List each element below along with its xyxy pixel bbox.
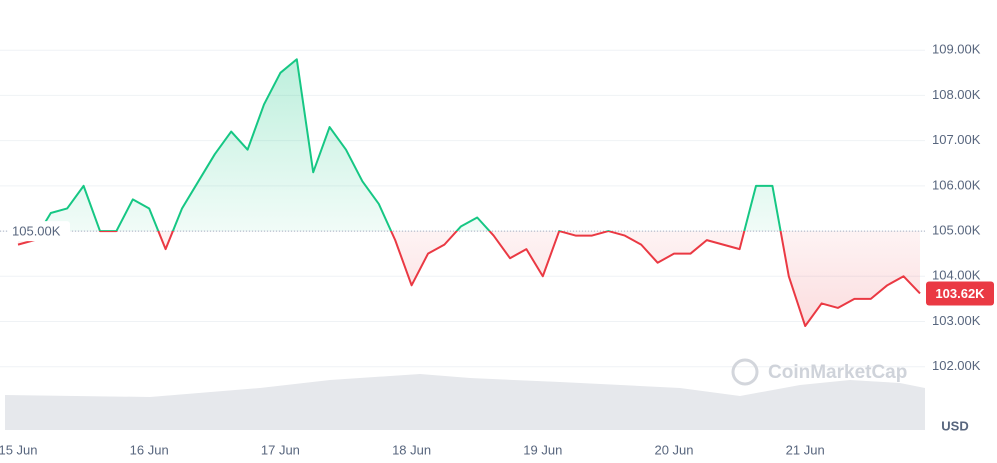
x-tick-label: 15 Jun [0,442,38,457]
y-tick-label: 109.00K [932,42,981,57]
y-tick-label: 106.00K [932,177,981,192]
y-tick-label: 102.00K [932,358,981,373]
x-tick-label: 16 Jun [130,442,169,457]
x-tick-label: 18 Jun [392,442,431,457]
x-tick-label: 20 Jun [654,442,693,457]
y-tick-label: 105.00K [932,223,981,238]
watermark-logo [731,358,759,386]
y-tick-label: 107.00K [932,132,981,147]
volume-area [5,374,925,430]
y-unit: USD [941,418,968,433]
watermark: CoinMarketCap [768,362,907,383]
watermark-group: CoinMarketCap [731,358,907,386]
baseline-label: 105.00K [12,224,61,239]
x-tick-label: 19 Jun [523,442,562,457]
value-label-bg [926,281,994,306]
price-area [18,59,920,327]
baseline-label-bg [8,221,70,242]
y-tick-label: 108.00K [932,87,981,102]
y-tick-label: 104.00K [932,268,981,283]
y-tick-label: 103.00K [932,313,981,328]
x-tick-label: 17 Jun [261,442,300,457]
price-line [17,58,921,328]
value-label: 103.62K [935,286,985,301]
x-tick-label: 21 Jun [786,442,825,457]
